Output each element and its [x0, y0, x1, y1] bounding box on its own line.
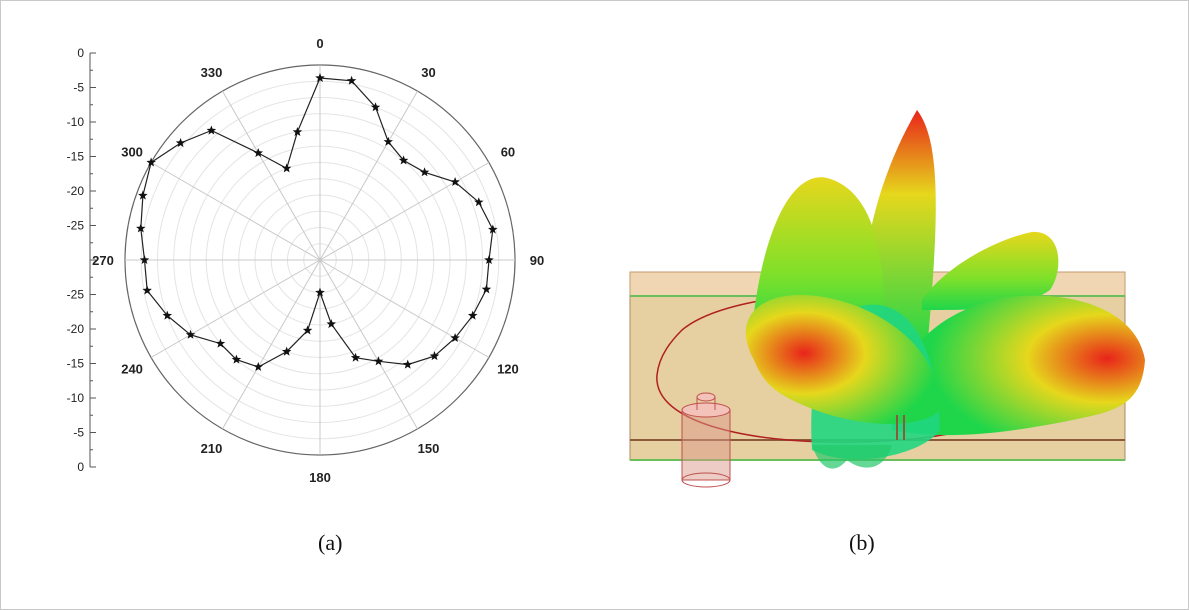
data-point: [315, 287, 325, 297]
r-axis-tick-label: -20: [67, 184, 85, 198]
grid-spoke: [319, 259, 418, 430]
data-point: [370, 102, 381, 112]
series-path: [140, 77, 494, 368]
grid-spoke: [319, 162, 490, 261]
polar-grid: [124, 64, 516, 456]
caption-b: (b): [849, 530, 875, 555]
data-point: [488, 224, 498, 234]
lobe-right-top: [922, 231, 1059, 310]
lobe-right: [891, 295, 1145, 436]
angle-tick-label: 0: [316, 36, 323, 51]
grid-spoke: [222, 90, 321, 261]
data-point: [139, 255, 150, 264]
r-axis-tick-label: 0: [77, 460, 84, 474]
data-point: [315, 73, 325, 82]
lobe-left: [745, 295, 941, 424]
polar-chart: 0 -5 -10 -15 -20 -25 -25 -20 -15 -10 -5 0 0 30 60 90 12…: [67, 36, 545, 485]
data-point: [481, 284, 492, 294]
data-point: [474, 197, 484, 207]
data-point: [302, 325, 313, 335]
r-axis-tick-label: -20: [67, 322, 85, 336]
data-point: [450, 333, 460, 342]
data-point: [281, 346, 292, 356]
data-point: [450, 177, 460, 186]
angle-tick-label: 30: [421, 65, 435, 80]
data-point: [253, 148, 263, 158]
lobe-bottom: [812, 445, 892, 469]
radiation-pattern-3d: [629, 110, 1145, 488]
angle-tick-label: 300: [121, 145, 143, 160]
grid-spoke: [150, 162, 321, 261]
data-point: [185, 329, 196, 339]
data-point: [398, 155, 409, 165]
data-point: [146, 157, 156, 167]
angle-tick-label: 270: [92, 253, 114, 268]
data-point: [403, 359, 413, 369]
data-point: [231, 354, 242, 364]
r-axis-tick-label: -5: [73, 426, 84, 440]
data-point: [326, 319, 336, 329]
angle-tick-label: 330: [201, 65, 223, 80]
data-point: [175, 138, 186, 148]
series-markers: [136, 73, 498, 371]
r-axis-tick-label: -15: [67, 150, 85, 164]
angle-tick-label: 60: [501, 145, 515, 160]
connector: [681, 392, 731, 488]
angle-tick-label: 150: [418, 441, 440, 456]
data-point: [281, 163, 292, 173]
data-point: [162, 310, 173, 320]
data-point: [429, 351, 440, 361]
r-axis-tick-label: -25: [67, 219, 85, 233]
angle-tick-label: 180: [309, 470, 331, 485]
angle-tick-label: 90: [530, 253, 544, 268]
grid-spoke: [319, 90, 418, 261]
grid-spoke: [150, 259, 321, 358]
r-axis-tick-label: -25: [67, 288, 85, 302]
caption-a: (a): [318, 530, 343, 555]
data-point: [383, 136, 393, 146]
r-axis-tick-label: -5: [73, 81, 84, 95]
grid-spoke: [222, 259, 321, 430]
data-point: [484, 255, 494, 264]
angle-tick-label: 240: [121, 362, 143, 377]
angle-tick-label: 120: [497, 362, 519, 377]
grid-spoke: [319, 259, 490, 358]
data-point: [253, 362, 263, 371]
data-point: [373, 356, 384, 366]
data-point: [215, 338, 226, 348]
data-point: [346, 75, 357, 85]
angle-tick-label: 210: [201, 441, 223, 456]
r-axis-tick-label: -10: [67, 115, 85, 129]
data-point: [138, 190, 148, 200]
data-point: [419, 167, 430, 177]
r-axis-tick-label: -15: [67, 357, 85, 371]
data-point: [467, 310, 478, 320]
angle-labels: 0 30 60 90 120 150 180 210 240 270 300 330: [92, 36, 544, 485]
data-point: [142, 285, 152, 295]
data-point: [136, 223, 146, 233]
r-axis-tick-label: -10: [67, 391, 85, 405]
data-point: [350, 352, 361, 362]
series-line: [140, 77, 494, 368]
r-axis: 0 -5 -10 -15 -20 -25 -25 -20 -15 -10 -5 0: [67, 46, 96, 474]
r-axis-tick-label: 0: [77, 46, 84, 60]
data-point: [292, 127, 303, 136]
data-point: [206, 125, 217, 135]
